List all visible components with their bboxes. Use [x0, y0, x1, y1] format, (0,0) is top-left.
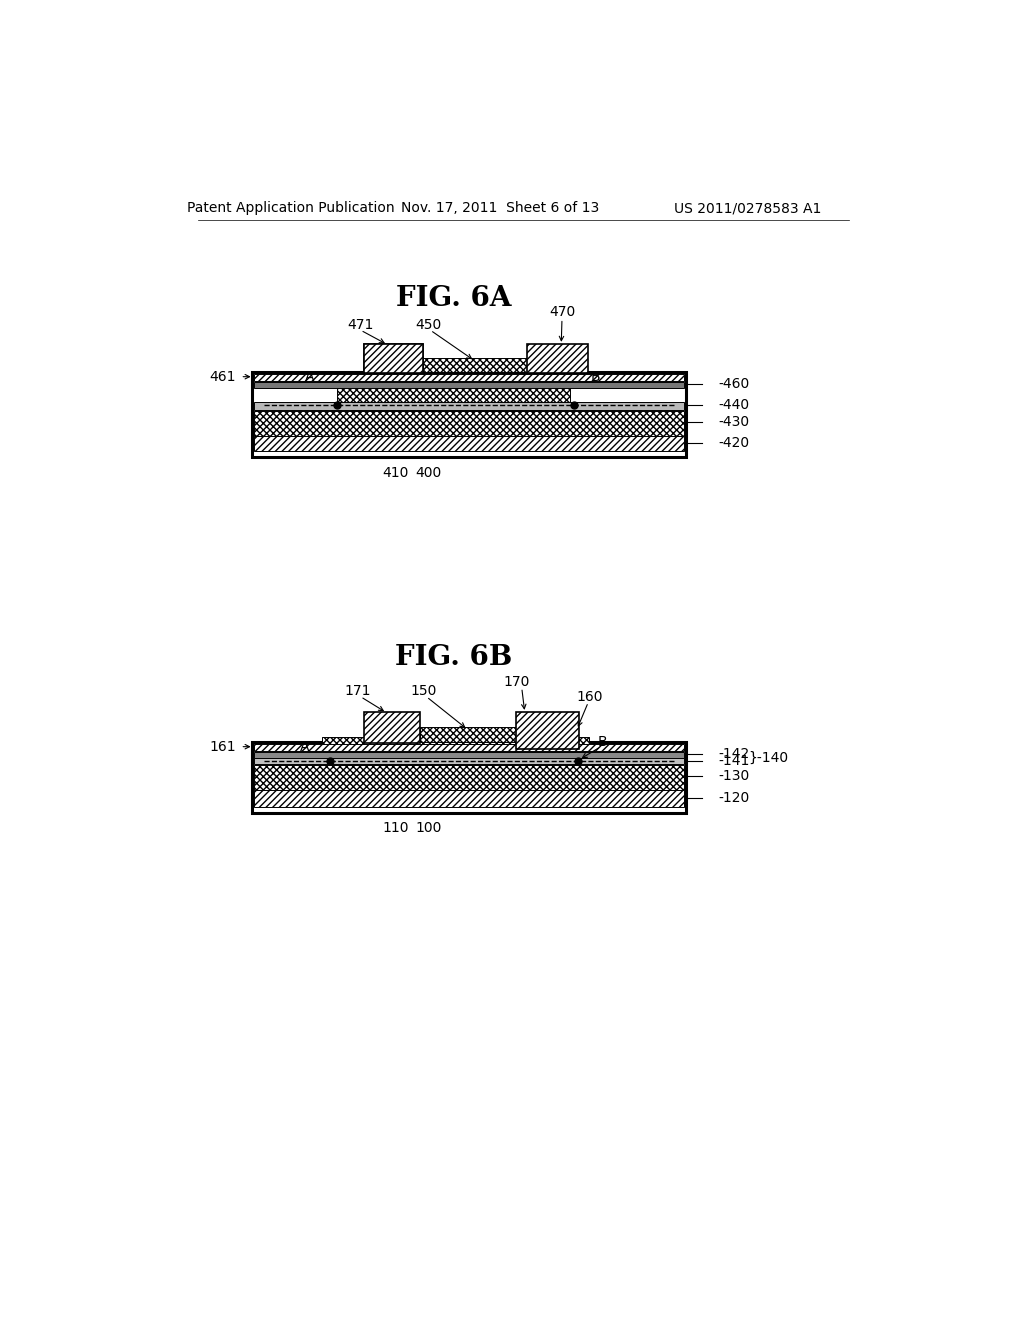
Text: 461: 461	[209, 370, 236, 384]
Text: Nov. 17, 2011  Sheet 6 of 13: Nov. 17, 2011 Sheet 6 of 13	[400, 202, 599, 215]
Text: }-140: }-140	[748, 751, 788, 764]
Text: 160: 160	[577, 690, 603, 705]
Bar	[252, 742, 686, 813]
Bar	[254, 758, 684, 764]
Bar	[341, 755, 550, 766]
Bar	[420, 726, 515, 742]
Bar	[254, 411, 684, 436]
Bar	[254, 436, 684, 451]
Text: 110: 110	[382, 821, 409, 836]
Text: -440: -440	[719, 399, 750, 412]
Text: 100: 100	[416, 821, 442, 836]
Bar	[254, 789, 684, 807]
Bar	[365, 711, 420, 743]
Text: FIG. 6B: FIG. 6B	[395, 644, 512, 671]
Text: -430: -430	[719, 414, 750, 429]
Bar	[254, 401, 684, 411]
Text: FIG. 6A: FIG. 6A	[395, 285, 511, 312]
Text: -460: -460	[719, 378, 750, 391]
Bar	[252, 372, 686, 457]
Text: B: B	[597, 735, 607, 748]
Text: 410: 410	[382, 466, 409, 479]
Text: -120: -120	[719, 791, 750, 804]
Bar	[365, 359, 588, 372]
Bar	[423, 358, 527, 372]
Bar	[352, 400, 539, 411]
Text: 150: 150	[411, 684, 437, 698]
Text: 470: 470	[549, 305, 575, 319]
Bar	[254, 743, 684, 751]
Text: 161: 161	[209, 739, 236, 754]
Text: 450: 450	[416, 318, 441, 331]
Bar	[254, 381, 684, 388]
Text: Patent Application Publication: Patent Application Publication	[187, 202, 394, 215]
Text: -141: -141	[719, 754, 750, 767]
Bar	[254, 766, 684, 789]
Text: A: A	[300, 739, 309, 754]
Text: 171: 171	[345, 684, 372, 698]
Text: 471: 471	[347, 318, 374, 331]
Bar	[515, 711, 579, 748]
Bar	[254, 374, 684, 381]
Text: 400: 400	[416, 466, 441, 479]
Bar	[337, 388, 569, 401]
Bar	[322, 737, 589, 752]
Text: A: A	[305, 370, 314, 384]
Text: -420: -420	[719, 436, 750, 450]
Text: -142: -142	[719, 747, 750, 762]
Bar	[527, 345, 588, 374]
Bar	[365, 345, 423, 374]
Text: 170: 170	[504, 675, 530, 689]
Text: US 2011/0278583 A1: US 2011/0278583 A1	[675, 202, 821, 215]
Bar	[254, 752, 684, 758]
Text: B: B	[591, 370, 600, 384]
Text: -130: -130	[719, 770, 750, 783]
Bar	[365, 345, 423, 374]
